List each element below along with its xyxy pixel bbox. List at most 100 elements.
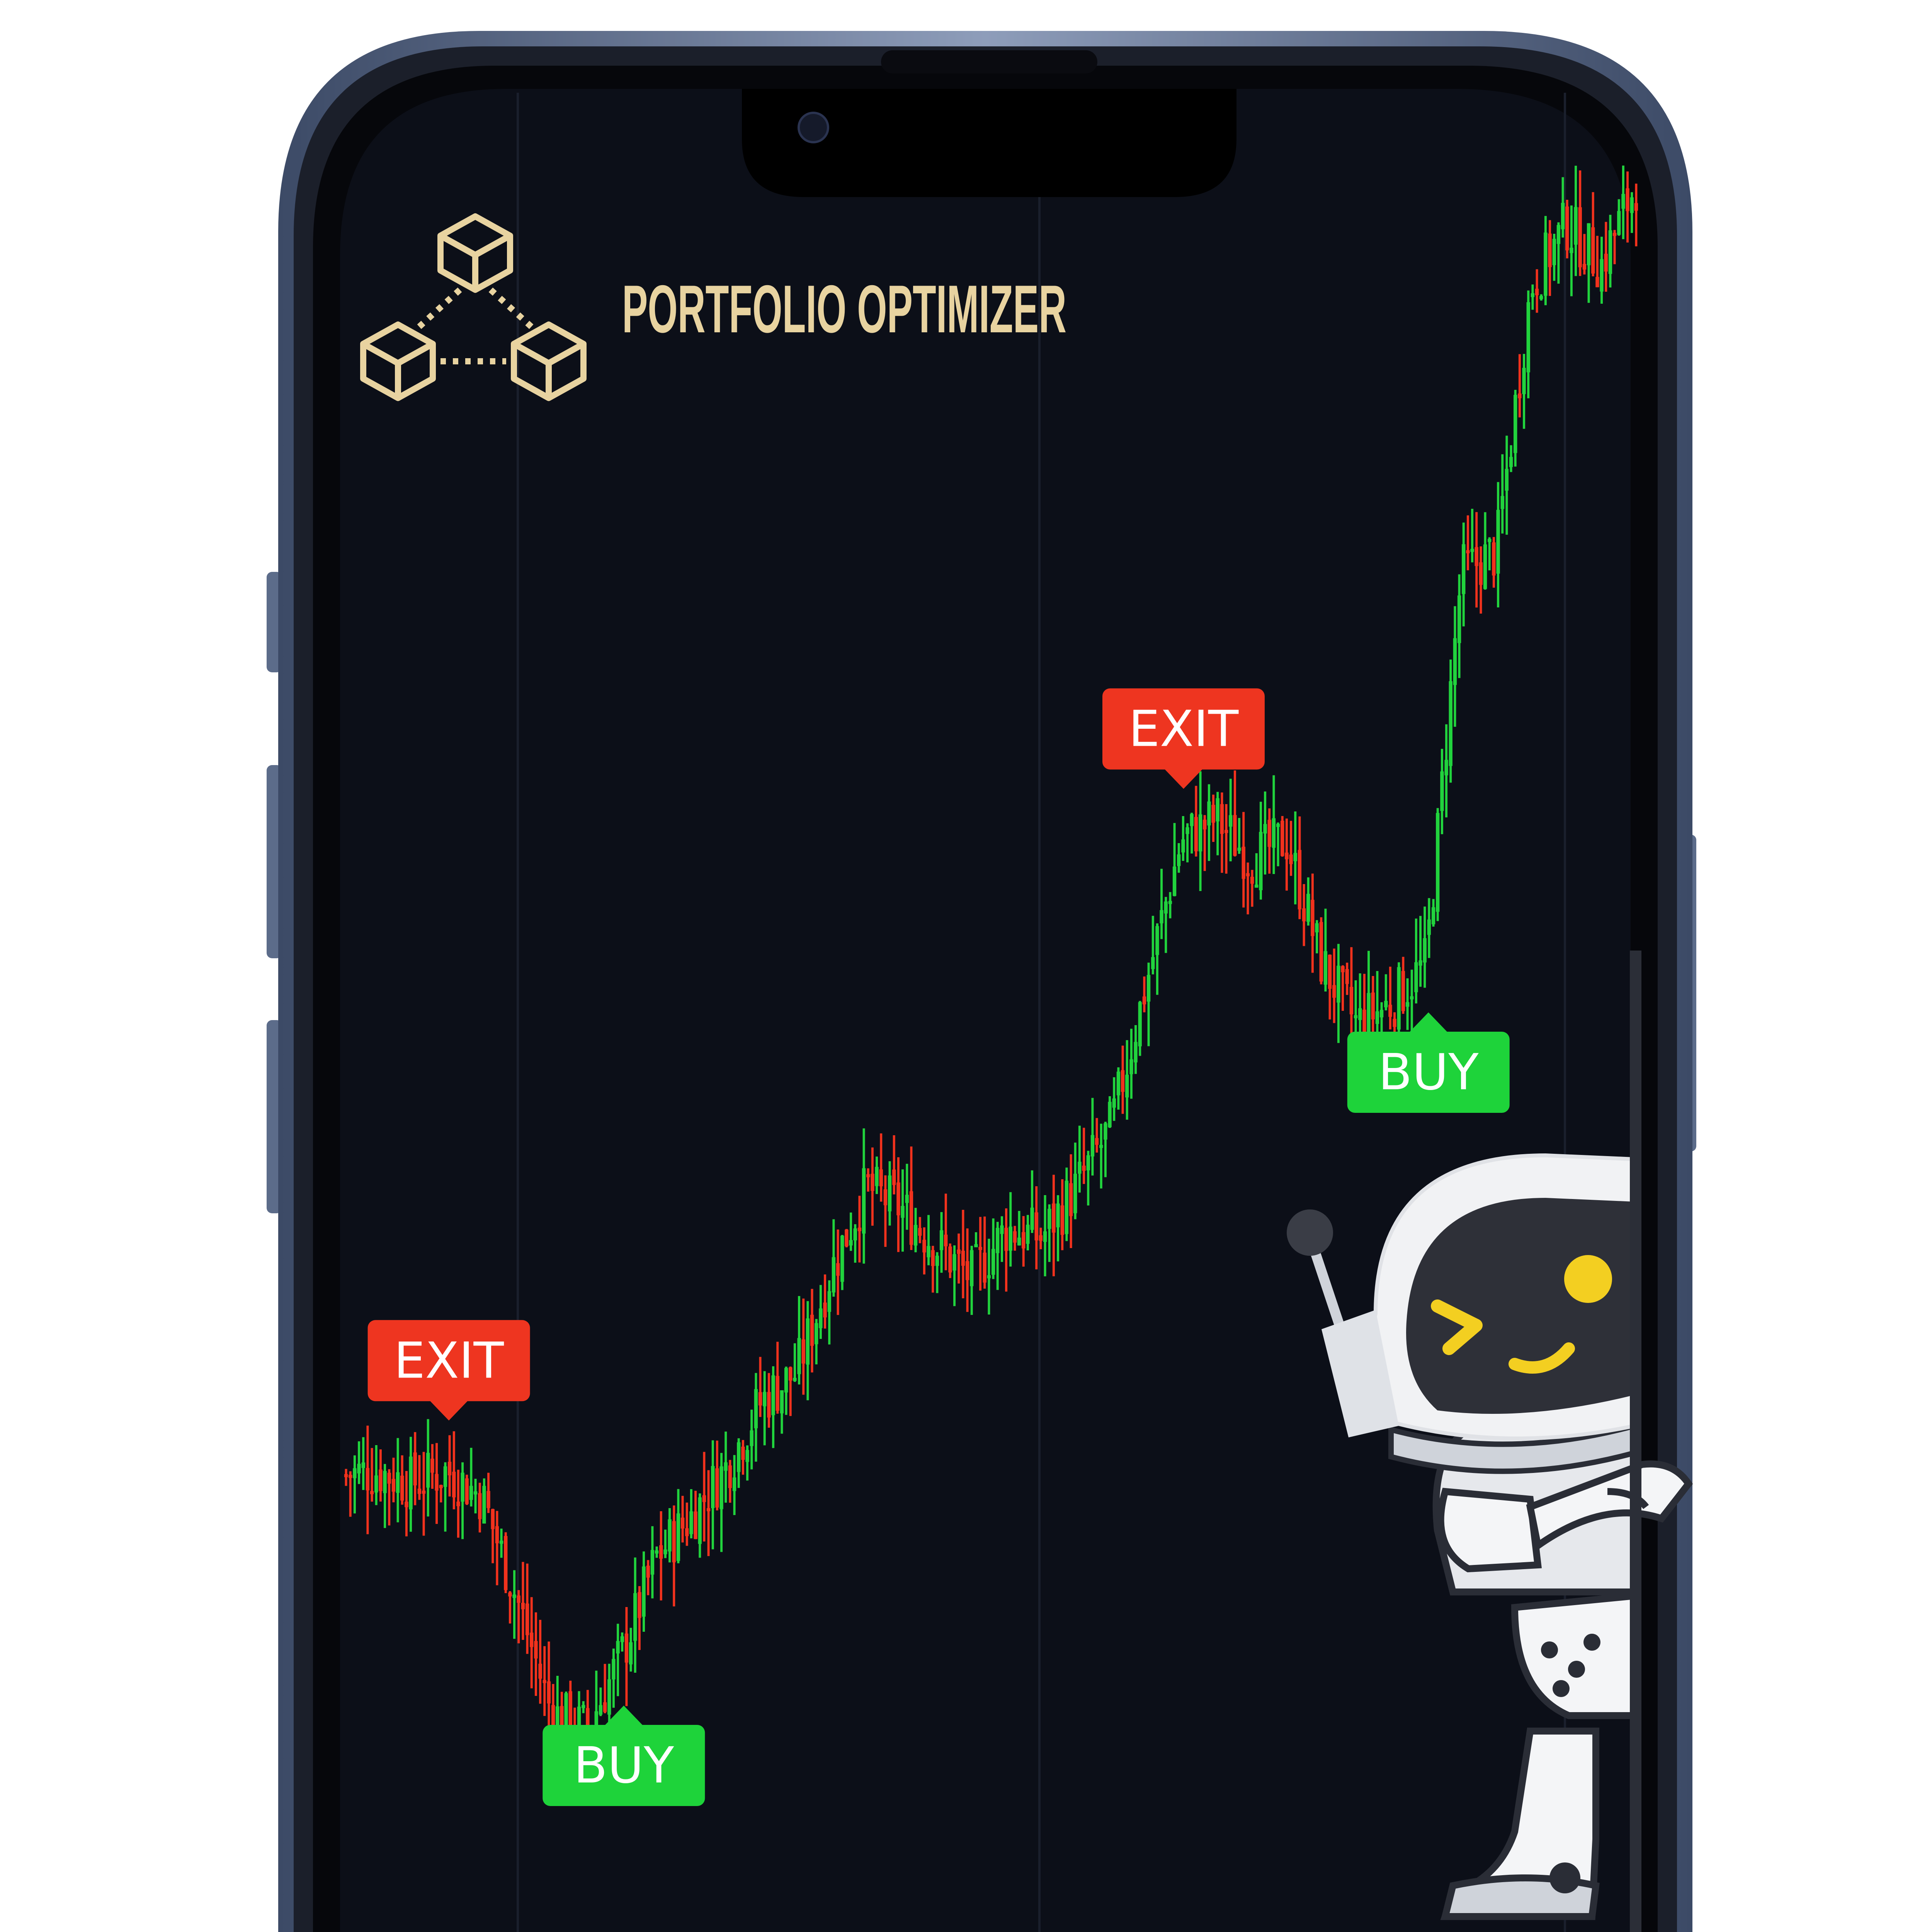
candle-up <box>1509 457 1513 467</box>
candle-up <box>815 1323 818 1344</box>
candle-up <box>1410 996 1414 1000</box>
candle-up <box>473 1491 478 1495</box>
candle-up <box>875 1167 879 1186</box>
candle-up <box>426 1452 430 1488</box>
candle-down <box>789 1367 793 1381</box>
candle-up <box>1337 966 1340 1003</box>
candle-up <box>763 1392 767 1406</box>
candle-down <box>1069 1183 1073 1216</box>
candle-down <box>1604 253 1608 272</box>
candle-down <box>728 1465 732 1488</box>
candle-down <box>452 1471 456 1498</box>
candle-up <box>1164 901 1168 914</box>
candle-up <box>832 1257 836 1293</box>
candle-down <box>560 1706 564 1735</box>
candle-down <box>845 1230 849 1247</box>
candle-down <box>1250 877 1254 884</box>
candle-up <box>1185 827 1189 834</box>
candle-up <box>1462 544 1466 594</box>
candle-up <box>599 1705 603 1715</box>
candle-up <box>1207 801 1211 826</box>
candle-down <box>1328 954 1332 989</box>
candle-up <box>1090 1135 1095 1156</box>
candle-up <box>1436 813 1440 912</box>
candle-up <box>1574 207 1578 245</box>
candle-down <box>767 1392 771 1418</box>
candle-down <box>776 1376 779 1411</box>
candle-up <box>663 1549 667 1554</box>
candle-up <box>784 1368 788 1393</box>
candle-up <box>1405 1002 1410 1007</box>
candle-up <box>1379 1010 1384 1017</box>
candle-up <box>1384 1001 1388 1007</box>
candle-down <box>866 1174 870 1177</box>
candle-down <box>659 1545 663 1559</box>
candle-down <box>1311 900 1315 936</box>
candle-up <box>607 1679 611 1715</box>
candle-down <box>624 1633 629 1663</box>
candle-down <box>1233 815 1237 856</box>
candle-up <box>1500 496 1504 509</box>
candle-up <box>905 1195 909 1203</box>
candle-up <box>1453 638 1457 685</box>
candle-up <box>357 1464 361 1474</box>
candle-up <box>1146 975 1151 1002</box>
candle-up <box>1570 248 1573 253</box>
candle-up <box>1151 957 1155 969</box>
candle-up <box>970 1250 974 1286</box>
candle-up <box>353 1468 357 1478</box>
candle-down <box>439 1485 443 1488</box>
candle-down <box>586 1708 590 1728</box>
candle-up <box>1198 814 1202 852</box>
candle-up <box>1587 223 1591 265</box>
candle-up <box>1397 967 1401 1030</box>
candle-up <box>1315 923 1319 932</box>
candle-down <box>638 1592 641 1618</box>
candle-down <box>1142 996 1146 1005</box>
candle-up <box>443 1466 447 1487</box>
candle-up <box>1043 1231 1047 1242</box>
candle-up <box>819 1308 823 1328</box>
candle-up <box>1514 395 1517 453</box>
candle-up <box>642 1566 646 1617</box>
candlestick-chart <box>344 165 1638 1784</box>
candle-down <box>1052 1203 1056 1233</box>
candle-down <box>1246 873 1250 876</box>
candle-up <box>1427 919 1431 935</box>
candle-down <box>702 1495 706 1502</box>
candle-up <box>987 1275 991 1279</box>
candle-up <box>1048 1209 1051 1229</box>
candle-down <box>944 1235 948 1247</box>
candle-down <box>530 1633 534 1647</box>
candle-up <box>1177 854 1181 866</box>
candle-up <box>655 1550 659 1554</box>
candle-down <box>379 1469 383 1491</box>
candle-up <box>737 1442 741 1472</box>
candle-up <box>1544 232 1548 296</box>
candle-down <box>1285 852 1289 859</box>
candle-down <box>1034 1212 1038 1241</box>
candle-up <box>461 1473 464 1502</box>
candle-up <box>499 1541 503 1544</box>
candle-down <box>1242 847 1245 879</box>
candle-down <box>387 1473 391 1484</box>
candle-up <box>1608 230 1612 274</box>
candle-down <box>892 1169 896 1185</box>
candle-up <box>1078 1162 1082 1174</box>
candle-up <box>1168 901 1172 904</box>
candle-up <box>732 1477 736 1491</box>
candle-down <box>1022 1232 1026 1248</box>
candle-down <box>447 1461 452 1476</box>
candle-up <box>361 1462 365 1468</box>
candle-up <box>482 1486 486 1524</box>
candle-down <box>1004 1228 1008 1251</box>
exit-signal-badge: EXIT <box>1102 688 1265 789</box>
candle-down <box>896 1182 900 1216</box>
candle-down <box>741 1446 745 1460</box>
candle-up <box>913 1225 918 1246</box>
candle-up <box>927 1246 930 1257</box>
candle-up <box>991 1249 995 1275</box>
candle-down <box>646 1565 650 1578</box>
candle-up <box>974 1244 978 1247</box>
